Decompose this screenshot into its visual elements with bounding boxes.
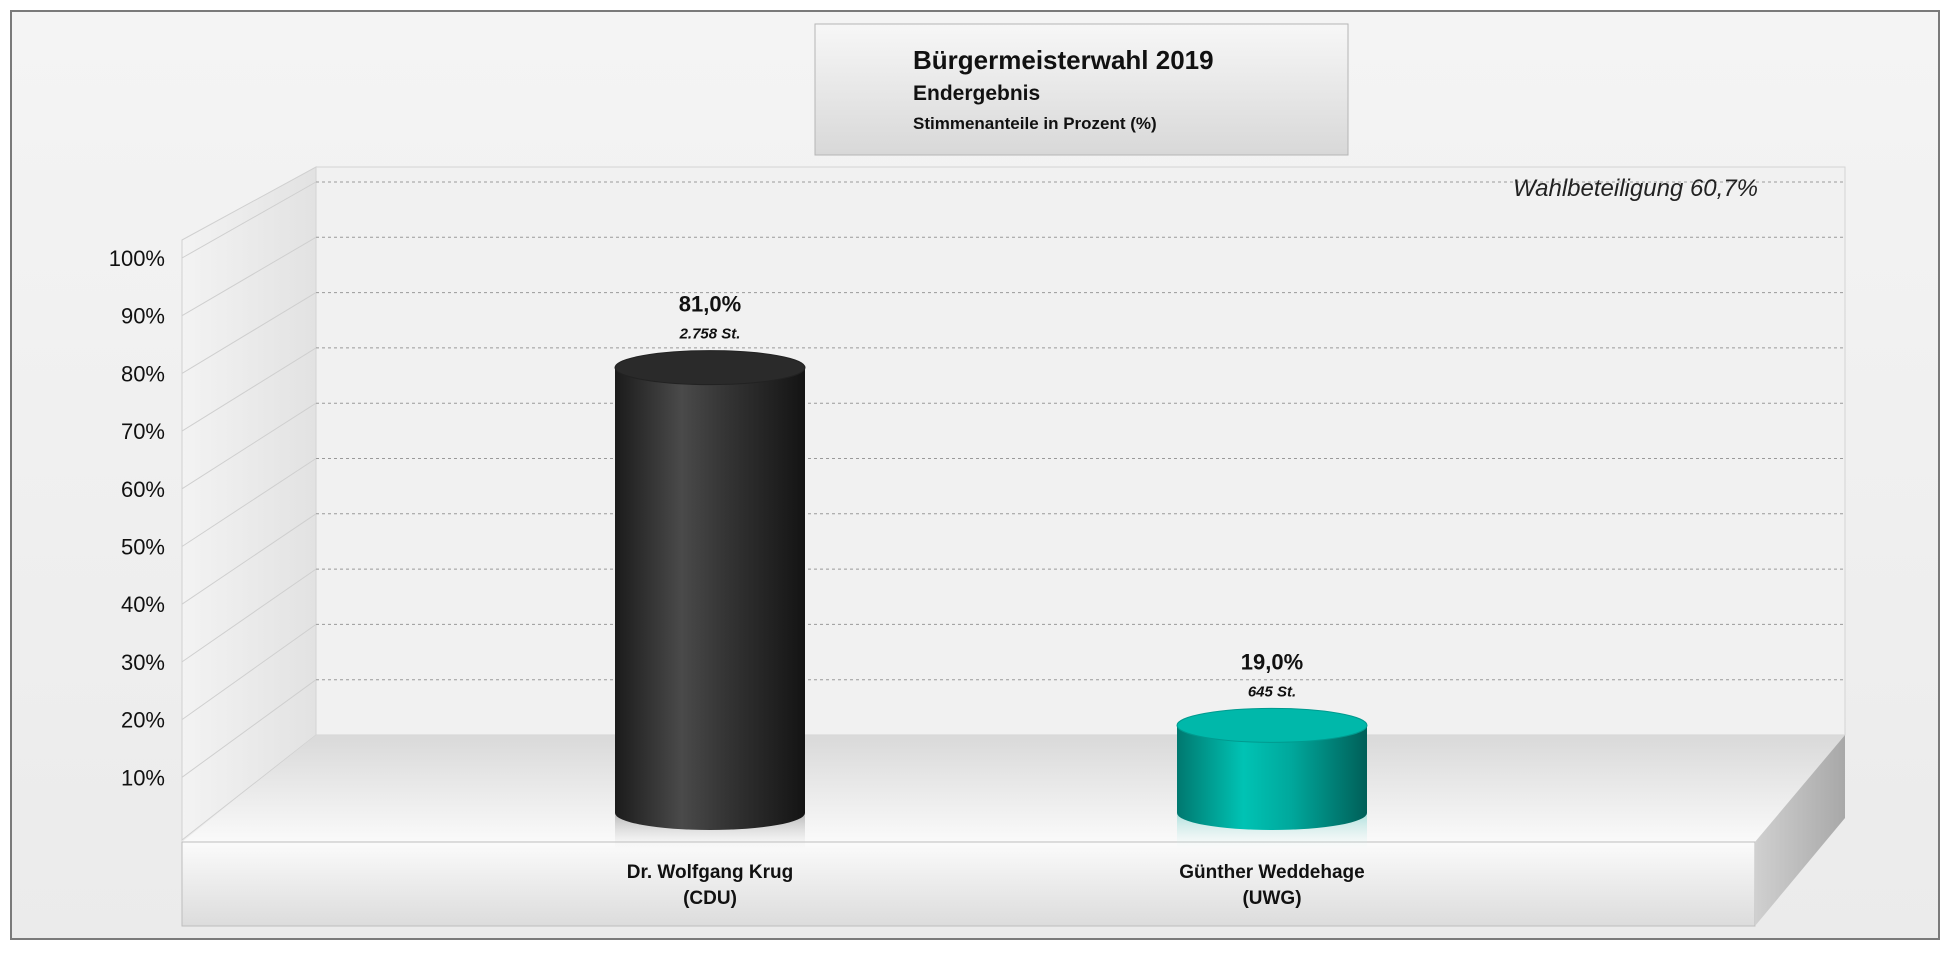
turnout-annotation: Wahlbeteiligung 60,7% xyxy=(1513,175,1758,202)
chart-subtitle-2: Stimmenanteile in Prozent (%) xyxy=(913,114,1157,133)
bar-body xyxy=(615,367,805,830)
grid-line-side xyxy=(181,236,317,317)
bar-top xyxy=(1176,707,1368,743)
back-wall xyxy=(315,166,1846,736)
category-labels: Dr. Wolfgang Krug (CDU) Günther Weddehage (… xyxy=(627,862,1365,909)
base-front xyxy=(181,841,1756,927)
grid-line-side xyxy=(181,568,317,663)
y-tick-label: 80% xyxy=(121,361,165,386)
data-label: 81,0% xyxy=(679,292,741,317)
bar-top xyxy=(614,350,806,386)
floor xyxy=(182,735,1845,842)
grid-line-side xyxy=(181,402,317,490)
grid-line-side xyxy=(181,292,317,374)
category-label: Günther Weddehage xyxy=(1179,862,1364,883)
y-tick-label: 50% xyxy=(121,535,165,560)
title-box xyxy=(814,23,1349,156)
grid-line-side xyxy=(181,513,317,605)
bar: 19,0% 645 St. xyxy=(1176,649,1368,849)
category-label: Dr. Wolfgang Krug xyxy=(627,862,793,883)
y-tick-label: 100% xyxy=(109,246,165,271)
bar: 81,0% 2.758 St. xyxy=(614,292,806,849)
y-tick-label: 90% xyxy=(121,304,165,329)
y-tick-label: 60% xyxy=(121,477,165,502)
category-label-party: (UWG) xyxy=(1242,888,1301,909)
y-tick-label: 10% xyxy=(121,765,165,790)
side-wall xyxy=(181,166,317,842)
y-tick-label: 40% xyxy=(121,592,165,617)
grid-line-side xyxy=(181,679,317,778)
bar-body xyxy=(1177,725,1367,830)
chart-title: Bürgermeisterwahl 2019 xyxy=(913,45,1214,75)
bars: 81,0% 2.758 St. 19,0% 645 St. xyxy=(614,292,1368,849)
grid-line-side xyxy=(181,623,317,721)
y-tick-label: 30% xyxy=(121,650,165,675)
y-tick-label: 20% xyxy=(121,708,165,733)
votes-label: 645 St. xyxy=(1248,683,1296,700)
base-side xyxy=(1755,735,1845,926)
data-label: 19,0% xyxy=(1241,649,1303,674)
grid-line-side xyxy=(181,181,317,259)
grid-lines xyxy=(181,181,1845,778)
chart-subtitle: Endergebnis xyxy=(913,82,1040,105)
y-axis-ticks: 10% 20% 30% 40% 50% 60% 70% 80% 90% 100% xyxy=(109,246,165,790)
category-label-party: (CDU) xyxy=(683,888,737,909)
y-tick-label: 70% xyxy=(121,419,165,444)
grid-line-side xyxy=(181,458,317,547)
grid-line-side xyxy=(181,347,317,432)
votes-label: 2.758 St. xyxy=(679,326,741,343)
